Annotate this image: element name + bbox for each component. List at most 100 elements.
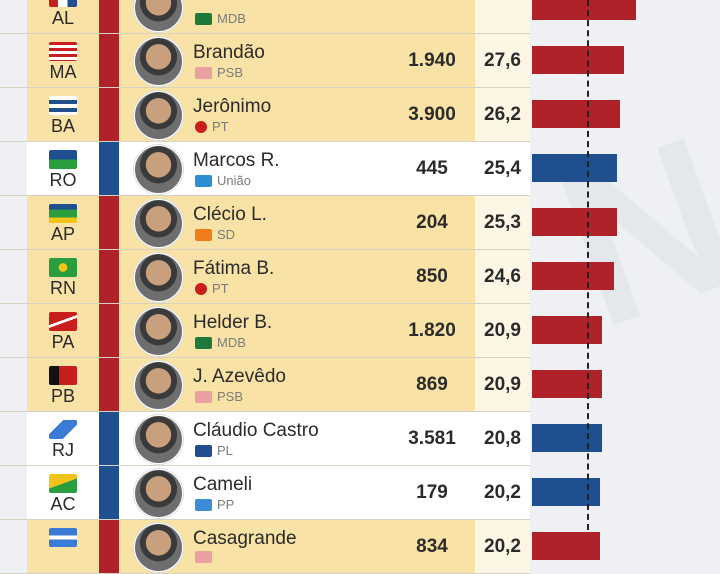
party-logo-icon <box>195 390 212 403</box>
party-label: MDB <box>195 335 246 350</box>
party-name: PSB <box>217 389 244 404</box>
governor-name: J. Azevêdo <box>193 366 286 387</box>
governor-avatar <box>134 145 183 194</box>
party-side-stripe <box>99 304 119 358</box>
table-row: MA Brandão PSB 1.940 27,6 <box>0 34 720 88</box>
party-logo-icon <box>195 12 212 25</box>
state-code: PA <box>51 332 75 352</box>
party-logo-icon <box>195 174 212 187</box>
party-side-stripe <box>99 142 119 196</box>
party-side-stripe <box>99 466 119 520</box>
state-code: AC <box>50 494 76 514</box>
percent-value: 25,4 <box>484 158 521 179</box>
table-row: AP Clécio L. SD 204 25,3 <box>0 196 720 250</box>
percent-value: 25,3 <box>484 212 521 233</box>
percent-value: 27,6 <box>484 50 521 71</box>
pct-cell-background <box>475 142 530 195</box>
party-logo-icon <box>195 498 212 511</box>
governor-name: Marcos R. <box>193 150 280 171</box>
party-side-stripe <box>99 358 119 412</box>
table-row: PA Helder B. MDB 1.820 20,9 <box>0 304 720 358</box>
pct-cell-background <box>475 466 530 519</box>
party-name: SD <box>217 227 236 242</box>
pct-cell-background <box>475 196 530 249</box>
percent-bar <box>532 154 618 182</box>
party-name: PT <box>212 281 229 296</box>
state-code: RJ <box>52 440 74 460</box>
state-code: MA <box>49 62 77 82</box>
governor-avatar <box>134 199 183 248</box>
governor-name: Brandão <box>193 42 265 63</box>
state-flag-icon <box>49 420 77 439</box>
percent-bar <box>532 0 636 20</box>
party-logo-icon <box>195 66 212 79</box>
pct-cell-background <box>475 358 530 411</box>
governor-name: Cláudio Castro <box>193 420 319 441</box>
pct-cell-background <box>475 304 530 357</box>
votes-value: 3.900 <box>408 104 456 125</box>
votes-value: 445 <box>416 158 448 179</box>
party-label <box>195 551 217 563</box>
pct-cell-background <box>475 34 530 87</box>
party-label: PSB <box>195 389 243 404</box>
percent-bar <box>532 262 615 290</box>
state-code: BA <box>50 116 75 136</box>
percent-bar <box>532 370 602 398</box>
table-row: RJ Cláudio Castro PL 3.581 20,8 <box>0 412 720 466</box>
governor-name: Fátima B. <box>193 258 275 279</box>
percent-value: 24,6 <box>484 266 521 287</box>
row-divider <box>0 249 530 250</box>
party-logo-icon <box>195 228 212 241</box>
state-code: PB <box>50 386 75 406</box>
governor-avatar <box>134 253 183 302</box>
percent-value: 20,2 <box>484 536 521 557</box>
state-flag-icon <box>49 0 77 7</box>
state-flag-icon <box>49 528 77 547</box>
party-side-stripe <box>99 0 119 34</box>
row-divider <box>0 87 530 88</box>
average-dashed-line <box>587 0 589 530</box>
party-label: União <box>195 173 251 188</box>
state-flag-icon <box>49 366 77 385</box>
party-label: PT <box>195 281 229 296</box>
votes-value: 850 <box>416 266 448 287</box>
governor-name: Cameli <box>193 474 253 495</box>
party-side-stripe <box>99 520 119 574</box>
state-flag-icon <box>49 312 77 331</box>
votes-value: 204 <box>416 212 448 233</box>
governor-avatar <box>134 91 183 140</box>
party-label: PP <box>195 497 234 512</box>
pct-cell-background <box>475 0 530 33</box>
state-flag-icon <box>49 96 77 115</box>
party-side-stripe <box>99 88 119 142</box>
table-row: Casagrande 834 20,2 <box>0 520 720 574</box>
percent-value: 20,8 <box>484 428 521 449</box>
state-flag-icon <box>49 204 77 223</box>
percent-value: 20,9 <box>484 320 521 341</box>
votes-value: 1.820 <box>408 320 456 341</box>
row-divider <box>0 141 530 142</box>
state-code: RN <box>50 278 76 298</box>
row-divider <box>0 357 530 358</box>
party-name: PT <box>212 119 229 134</box>
party-name: PP <box>217 497 235 512</box>
row-divider <box>0 465 530 466</box>
state-flag-icon <box>49 258 77 277</box>
party-logo-icon <box>195 444 212 457</box>
governor-avatar <box>134 37 183 86</box>
row-divider <box>0 195 530 196</box>
table-row: PB J. Azevêdo PSB 869 20,9 <box>0 358 720 412</box>
state-flag-icon <box>49 42 77 61</box>
party-side-stripe <box>99 196 119 250</box>
row-divider <box>0 33 530 34</box>
table-row: BA Jerônimo PT 3.900 26,2 <box>0 88 720 142</box>
percent-bar <box>532 532 600 560</box>
governor-avatar <box>134 415 183 464</box>
governor-avatar <box>134 523 183 572</box>
governor-name: Jerônimo <box>193 96 272 117</box>
pct-cell-background <box>475 88 530 141</box>
party-label: PL <box>195 443 233 458</box>
party-logo-icon <box>195 551 212 563</box>
party-name: PL <box>217 443 233 458</box>
governor-avatar <box>134 469 183 518</box>
